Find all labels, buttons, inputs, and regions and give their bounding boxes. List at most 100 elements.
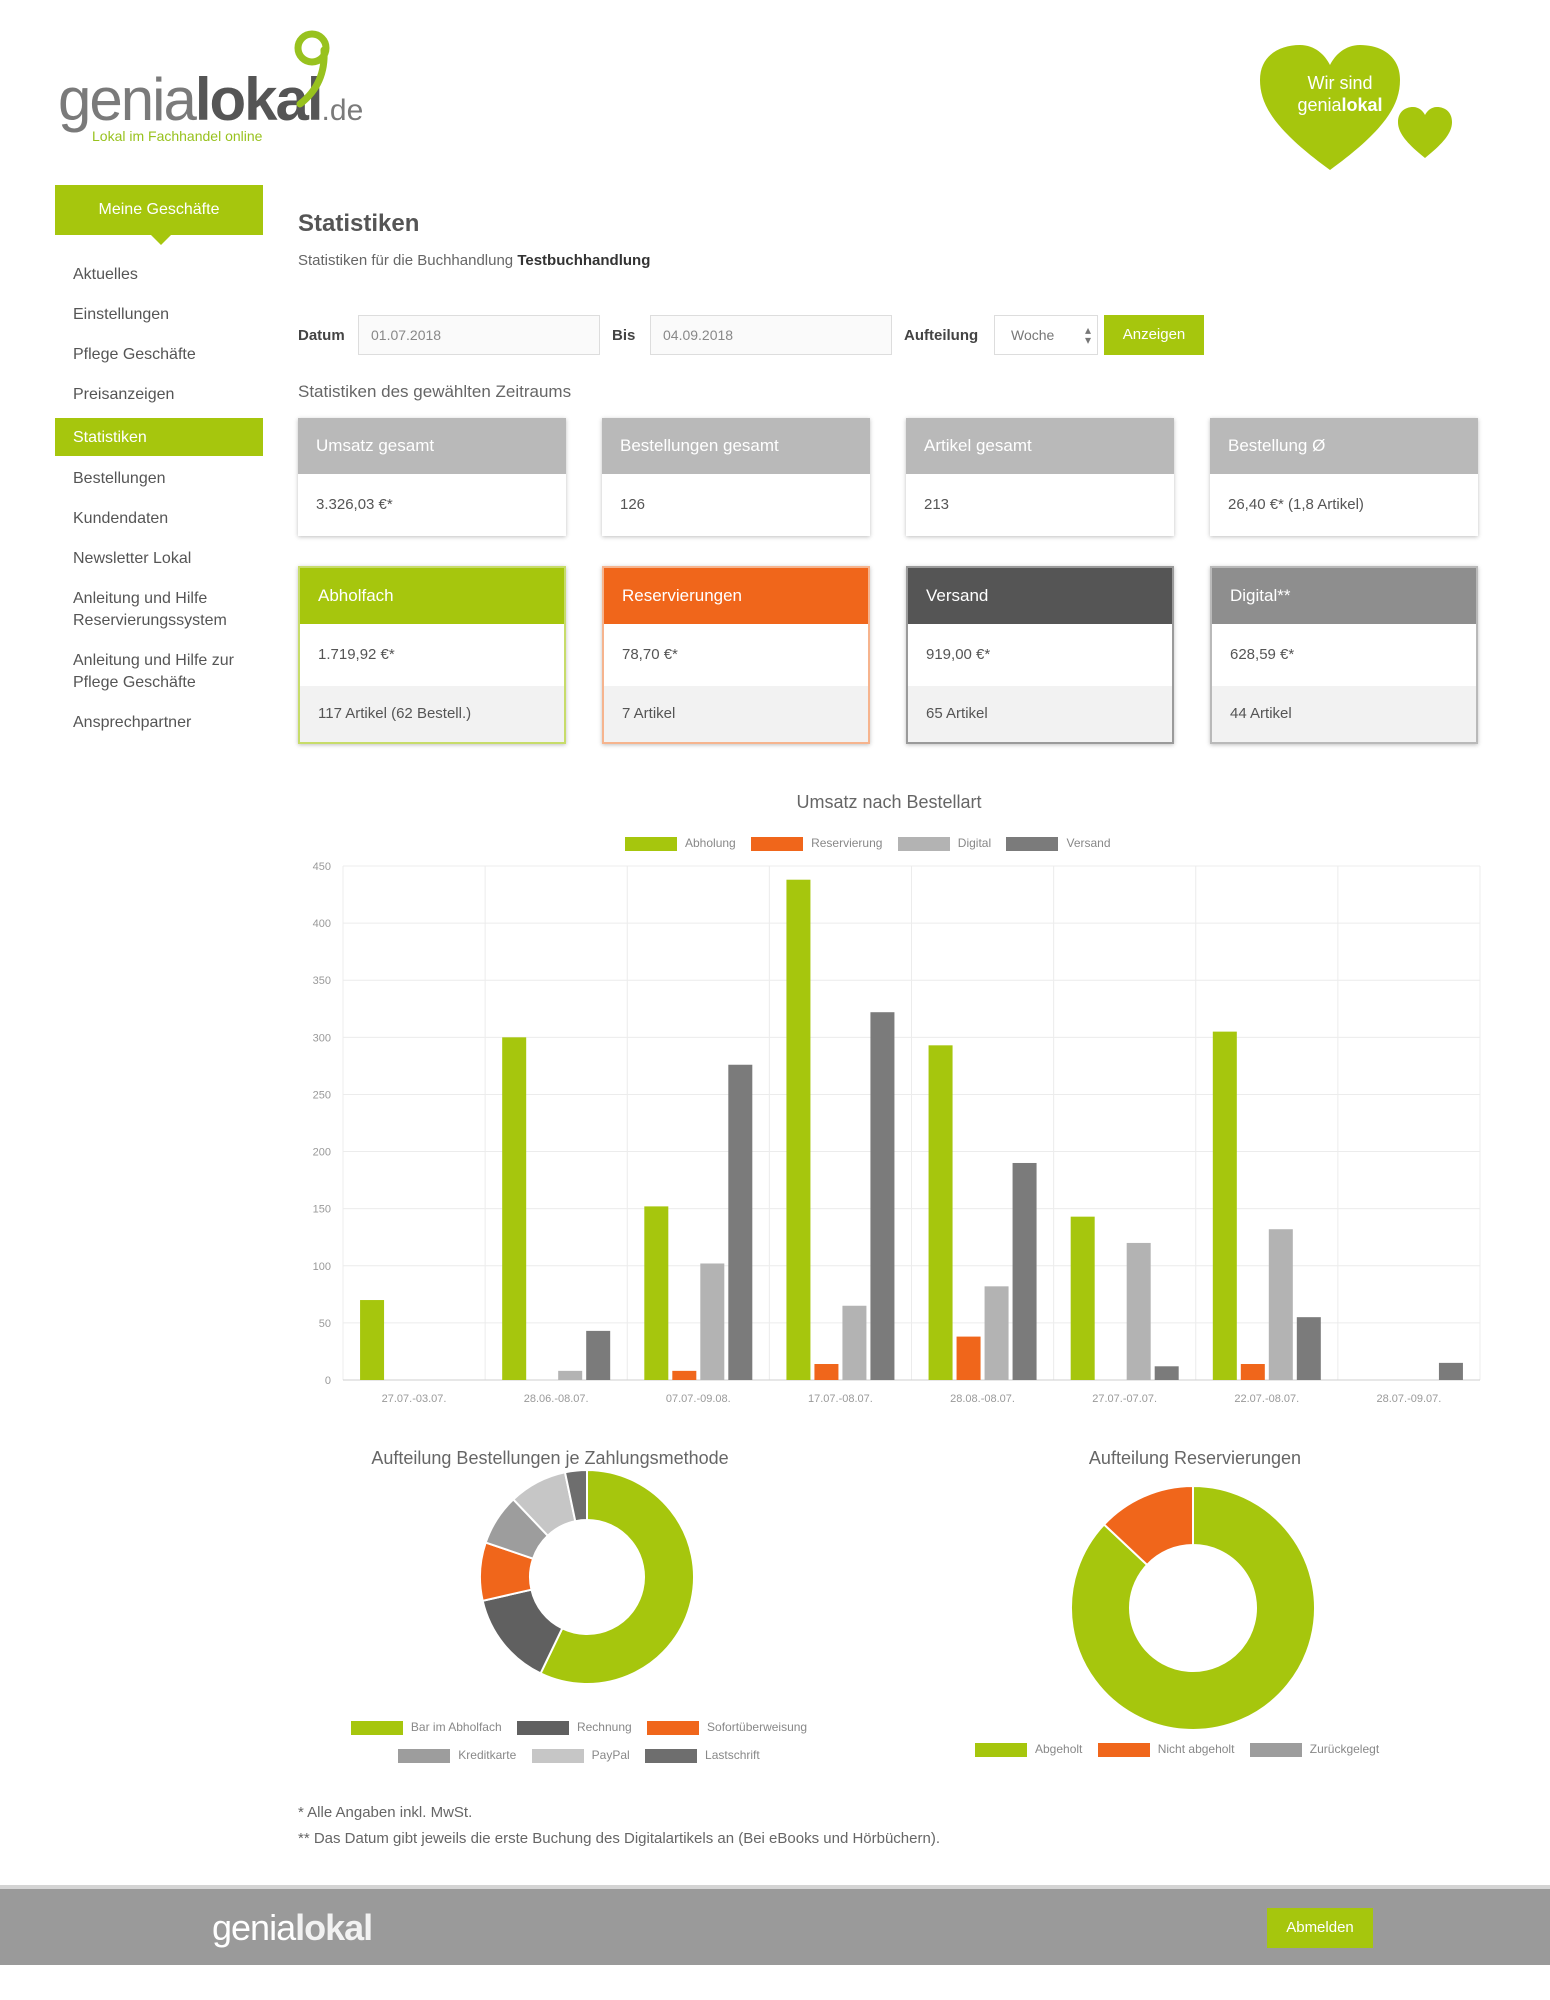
bar	[728, 1064, 753, 1380]
legend-swatch	[751, 836, 804, 851]
footer-logo-bold: lokal	[295, 1907, 373, 1948]
donut-slice	[1070, 1484, 1317, 1731]
sidebar-item-pflege-geschaefte[interactable]: Pflege Geschäfte	[73, 346, 196, 363]
summary-card-value: 126	[620, 496, 646, 513]
legend-item[interactable]: Lastschrift	[645, 1741, 760, 1769]
legend-label: Bar im Abholfach	[410, 1720, 502, 1734]
legend-swatch	[1249, 1742, 1302, 1757]
sidebar: Meine Geschäfte Aktuelles Einstellungen …	[55, 185, 263, 743]
payment-chart-legend: Bar im Abholfach Rechnung Sofortüberweis…	[350, 1713, 820, 1769]
legend-label: Abholung	[685, 836, 736, 850]
sidebar-nav: Aktuelles Einstellungen Pflege Geschäfte…	[55, 255, 263, 743]
sidebar-item-newsletter[interactable]: Newsletter Lokal	[73, 550, 192, 567]
sidebar-item-ansprechpartner[interactable]: Ansprechpartner	[73, 714, 192, 731]
channel-card-value: 78,70 €*	[622, 646, 678, 663]
sidebar-item-kundendaten[interactable]: Kundendaten	[73, 510, 169, 527]
legend-label: PayPal	[591, 1748, 630, 1762]
reservation-chart-legend: Abgeholt Nicht abgeholt Zurückgelegt	[975, 1742, 1391, 1757]
donut-slice	[1102, 1484, 1194, 1567]
y-tick-label: 300	[313, 1032, 331, 1044]
channel-card-sub: 44 Artikel	[1212, 686, 1476, 742]
y-tick-label: 400	[313, 918, 331, 930]
y-tick-label: 200	[313, 1147, 331, 1159]
sidebar-item-bestellungen[interactable]: Bestellungen	[73, 470, 166, 487]
sidebar-item-hilfe-pflege[interactable]: Anleitung und Hilfe zur Pflege Geschäfte	[73, 652, 234, 691]
y-tick-label: 100	[313, 1261, 331, 1273]
summary-card: Umsatz gesamt 3.326,03 €*	[298, 418, 566, 536]
logout-button[interactable]: Abmelden	[1267, 1908, 1373, 1948]
summary-card-value: 213	[924, 496, 950, 513]
bar	[558, 1370, 583, 1380]
legend-item[interactable]: Rechnung	[516, 1713, 632, 1741]
channel-card-abholfach: Abholfach 1.719,92 €* 117 Artikel (62 Be…	[298, 566, 566, 744]
legend-swatch	[647, 1720, 700, 1735]
legend-item[interactable]: Digital	[897, 836, 992, 851]
summary-card-title: Bestellung Ø	[1210, 418, 1478, 474]
channel-card-digital: Digital** 628,59 €* 44 Artikel	[1210, 566, 1478, 744]
legend-item[interactable]: Bar im Abholfach	[350, 1713, 502, 1741]
sidebar-item-statistiken[interactable]: Statistiken	[55, 418, 263, 456]
bar-chart-title: Umsatz nach Bestellart	[796, 792, 982, 812]
legend-item[interactable]: Nicht abgeholt	[1097, 1742, 1234, 1757]
payment-chart-title: Aufteilung Bestellungen je Zahlungsmetho…	[371, 1448, 729, 1468]
channel-card-value: 919,00 €*	[926, 646, 991, 663]
legend-label: Abgeholt	[1035, 1742, 1083, 1756]
legend-item[interactable]: Versand	[1006, 836, 1111, 851]
legend-item[interactable]: Abholung	[625, 836, 736, 851]
subtitle-store: Testbuchhandlung	[517, 252, 651, 269]
to-date-input[interactable]	[650, 315, 892, 355]
sidebar-item-aktuelles[interactable]: Aktuelles	[73, 266, 138, 283]
legend-swatch	[897, 836, 950, 851]
bar	[672, 1370, 697, 1380]
legend-item[interactable]: PayPal	[531, 1741, 630, 1769]
y-tick-label: 50	[319, 1318, 331, 1330]
summary-card-title: Artikel gesamt	[906, 418, 1174, 474]
brand-tld: .de	[321, 94, 364, 127]
heart-line-1: Wir sind	[1307, 73, 1373, 93]
chevron-updown-icon: ▴ ▾	[1084, 323, 1091, 347]
y-tick-label: 0	[325, 1375, 331, 1387]
footer: genialokal Abmelden	[0, 1885, 1550, 1965]
summary-card-value: 3.326,03 €*	[316, 496, 393, 513]
legend-label: Digital	[957, 836, 992, 850]
x-tick-label: 28.06.-08.07.	[524, 1393, 589, 1405]
legend-item[interactable]: Zurückgelegt	[1249, 1742, 1379, 1757]
section-caption: Statistiken des gewählten Zeitraums	[298, 382, 572, 401]
legend-item[interactable]: Reservierung	[751, 836, 882, 851]
bar	[1070, 1216, 1095, 1380]
bar	[1012, 1162, 1037, 1380]
show-button[interactable]: Anzeigen	[1104, 315, 1204, 355]
main-content: Statistiken Statistiken für die Buchhand…	[298, 210, 1480, 744]
sidebar-item-preisanzeigen[interactable]: Preisanzeigen	[73, 386, 175, 403]
channel-card-title: Abholfach	[300, 568, 564, 624]
channel-card-sub: 7 Artikel	[604, 686, 868, 742]
legend-item[interactable]: Sofortüberweisung	[647, 1713, 807, 1741]
bar	[984, 1286, 1009, 1380]
bar	[928, 1045, 953, 1380]
legend-label: Rechnung	[576, 1720, 632, 1734]
split-select-value: Woche	[1011, 327, 1055, 343]
x-tick-label: 28.08.-08.07.	[950, 1393, 1015, 1405]
page-title: Statistiken	[298, 210, 420, 237]
legend-swatch	[398, 1748, 451, 1763]
from-date-input[interactable]	[358, 315, 600, 355]
summary-card-title: Bestellungen gesamt	[602, 418, 870, 474]
brand-tagline: Lokal im Fachhandel online	[92, 128, 263, 144]
sidebar-header[interactable]: Meine Geschäfte	[55, 185, 263, 245]
bar	[786, 879, 811, 1380]
y-tick-label: 150	[313, 1204, 331, 1216]
map-pin-icon	[294, 30, 330, 108]
legend-item[interactable]: Abgeholt	[975, 1742, 1082, 1757]
heart-text: Wir sind genialokal	[1295, 72, 1385, 116]
legend-item[interactable]: Kreditkarte	[398, 1741, 516, 1769]
legend-swatch	[1006, 836, 1059, 851]
split-select[interactable]: Woche ▴ ▾	[994, 315, 1098, 355]
subtitle-prefix: Statistiken für die Buchhandlung	[298, 252, 514, 269]
brand-logo[interactable]: genialokal.de Lokal im Fachhandel online	[58, 30, 363, 144]
y-tick-label: 450	[313, 861, 331, 873]
footer-logo[interactable]: genialokal	[212, 1907, 373, 1949]
sidebar-item-einstellungen[interactable]: Einstellungen	[73, 306, 170, 323]
sidebar-item-hilfe-reservierung[interactable]: Anleitung und Hilfe Reservierungssystem	[73, 590, 227, 629]
donut-slice	[539, 1468, 695, 1685]
bar	[1268, 1229, 1293, 1380]
